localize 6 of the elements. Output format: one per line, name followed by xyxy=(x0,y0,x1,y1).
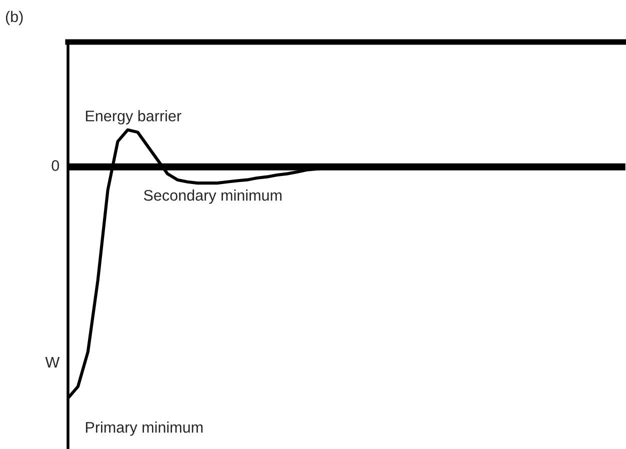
chart-title: (b) xyxy=(6,10,23,26)
text: Primary minimum xyxy=(86,422,203,436)
y-axis-title: W xyxy=(45,356,60,368)
text: Energy barrier xyxy=(86,110,182,124)
annotation: Secondary minimum xyxy=(144,190,282,204)
ref-line-label: 0 xyxy=(52,160,60,171)
